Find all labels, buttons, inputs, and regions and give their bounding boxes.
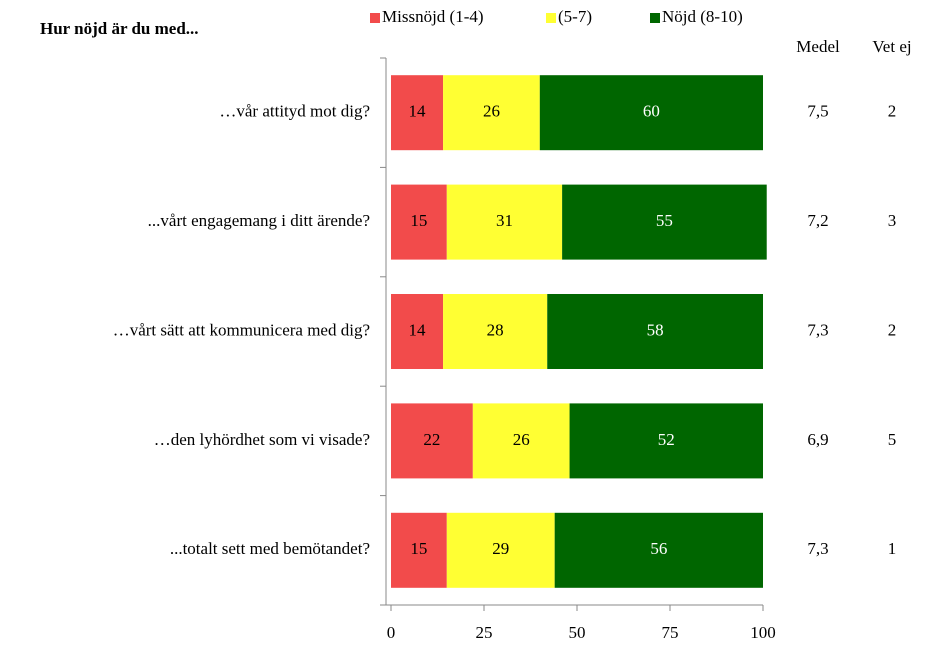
data-label: 22 [423, 430, 440, 449]
data-label: 29 [492, 539, 509, 558]
bar-segment [569, 403, 763, 479]
bar-segment [443, 75, 540, 151]
data-label: 15 [410, 211, 427, 230]
data-label: 26 [483, 102, 500, 121]
legend-swatch [546, 13, 556, 23]
x-tick-label: 75 [662, 623, 679, 642]
data-label: 31 [496, 211, 513, 230]
category-label: …vårt sätt att kommunicera med dig? [113, 320, 370, 339]
bar-segment [391, 512, 447, 588]
x-tick-label: 50 [569, 623, 586, 642]
column-value: 3 [888, 211, 897, 230]
legend-swatch [650, 13, 660, 23]
data-label: 14 [409, 320, 427, 339]
bar-segment [562, 184, 767, 260]
category-label: ...vårt engagemang i ditt ärende? [148, 211, 370, 230]
bar-segment [391, 403, 473, 479]
data-label: 26 [513, 430, 530, 449]
category-label: ...totalt sett med bemötandet? [170, 539, 370, 558]
legend-label: Missnöjd (1-4) [382, 7, 484, 26]
chart-title: Hur nöjd är du med... [40, 19, 199, 38]
bar-segment [554, 512, 763, 588]
bar-segment [391, 75, 444, 151]
column-value: 2 [888, 320, 897, 339]
column-value: 1 [888, 539, 897, 558]
bar-segment [443, 294, 548, 369]
bar-segment [391, 184, 447, 260]
bar-segment [391, 294, 444, 369]
bar-segment [446, 184, 563, 260]
column-value: 6,9 [807, 430, 828, 449]
data-label: 52 [658, 430, 675, 449]
legend-label: Nöjd (8-10) [662, 7, 743, 26]
column-header: Vet ej [872, 37, 911, 56]
data-label: 56 [650, 539, 667, 558]
column-header: Medel [796, 37, 840, 56]
column-value: 5 [888, 430, 897, 449]
bar-segment [472, 403, 570, 479]
bar-segment [539, 75, 763, 151]
data-label: 58 [647, 320, 664, 339]
column-value: 7,2 [807, 211, 828, 230]
column-value: 7,3 [807, 320, 828, 339]
legend-swatch [370, 13, 380, 23]
category-label: …vår attityd mot dig? [219, 102, 370, 121]
column-value: 7,3 [807, 539, 828, 558]
bar-segment [547, 294, 763, 369]
legend-label: (5-7) [558, 7, 592, 26]
category-label: …den lyhördhet som vi visade? [154, 430, 370, 449]
data-label: 14 [409, 102, 427, 121]
bar-segment [446, 512, 555, 588]
data-label: 15 [410, 539, 427, 558]
data-label: 28 [487, 320, 504, 339]
data-label: 60 [643, 102, 660, 121]
column-value: 7,5 [807, 102, 828, 121]
column-value: 2 [888, 102, 897, 121]
x-tick-label: 0 [387, 623, 396, 642]
data-label: 55 [656, 211, 673, 230]
x-tick-label: 25 [476, 623, 493, 642]
x-tick-label: 100 [750, 623, 776, 642]
